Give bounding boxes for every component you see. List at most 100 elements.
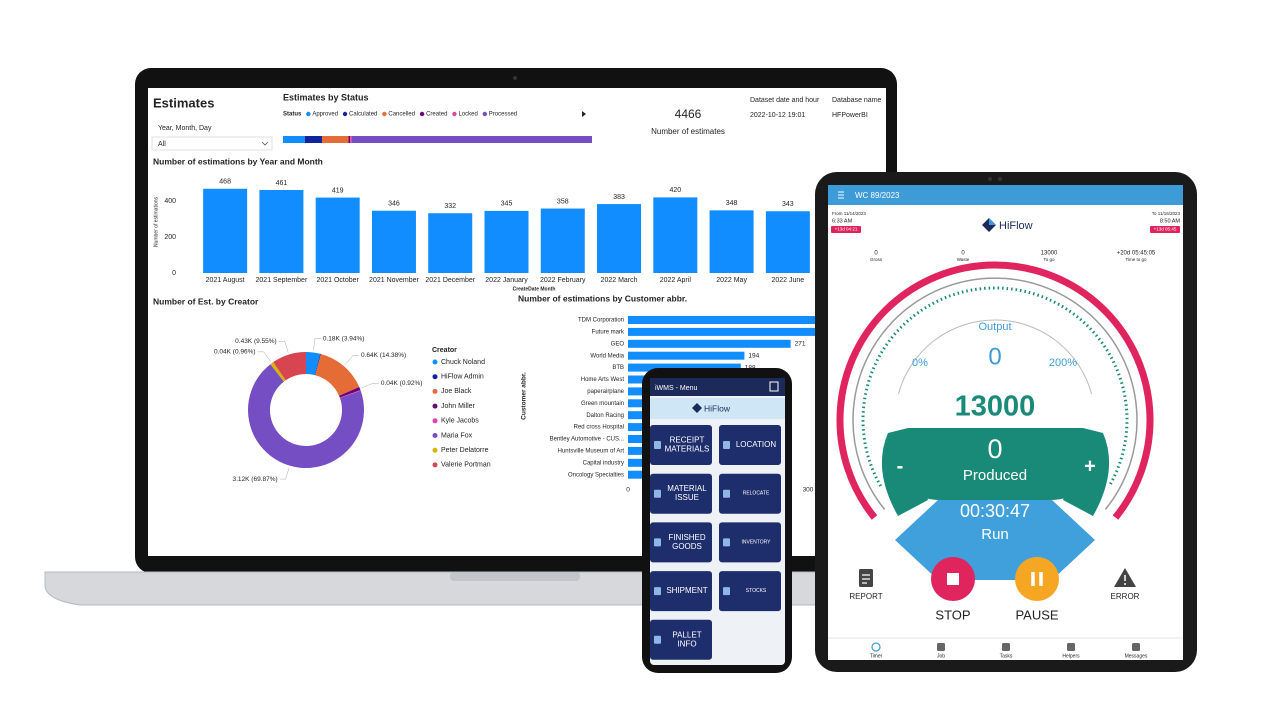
- from-label: From 11/14/2023: [832, 211, 866, 216]
- y-tick-label: 0: [172, 270, 176, 277]
- phone-title: iWMS - Menu: [655, 385, 698, 392]
- legend-title: Creator: [432, 347, 457, 354]
- kpi-value: 4466: [675, 107, 702, 121]
- menu-button[interactable]: [719, 425, 781, 465]
- legend-dot: [432, 462, 438, 468]
- y-tick-label: Home Arts West: [581, 377, 625, 383]
- action-label[interactable]: REPORT: [849, 592, 882, 601]
- report-icon[interactable]: [859, 569, 873, 587]
- nav-label[interactable]: Messages: [1125, 653, 1148, 659]
- legend-label: Created: [426, 112, 447, 118]
- dataset-header: Database name: [832, 97, 882, 104]
- leader-line: [313, 338, 321, 351]
- y-tick-label: Green mountain: [581, 401, 624, 407]
- menu-label-line: GOODS: [672, 542, 702, 551]
- menu-label-line: LOCATION: [736, 440, 777, 449]
- action-label[interactable]: PAUSE: [1015, 607, 1058, 622]
- minus-wing[interactable]: [881, 428, 928, 516]
- menu-button[interactable]: [650, 522, 712, 563]
- gauge-ticks: [861, 286, 1129, 487]
- badge: [1150, 226, 1180, 233]
- menu-button[interactable]: [650, 619, 712, 660]
- stat-value: 13000: [1041, 251, 1058, 257]
- logo-text: HiFlow: [704, 403, 731, 413]
- pause-icon: [1031, 572, 1043, 586]
- menu-button[interactable]: [650, 425, 712, 465]
- menu-button[interactable]: [719, 473, 781, 514]
- menu-label: STOCKS: [746, 588, 767, 594]
- y-tick-label: Oncology Specialties: [568, 472, 624, 478]
- nav-label[interactable]: Tasks: [1000, 653, 1013, 659]
- x-tick-label: 300: [803, 487, 814, 494]
- menu-icon[interactable]: [838, 191, 844, 199]
- bar: [628, 363, 741, 372]
- stat-label: To go: [1043, 257, 1055, 262]
- plus-wing[interactable]: [1063, 428, 1110, 516]
- stat-value: +20d 05:45:05: [1117, 251, 1156, 257]
- y-tick-label: Huntsville Museum of Art: [558, 448, 625, 454]
- nav-icon: [1002, 643, 1010, 651]
- legend-label: HiFlow Admin: [441, 374, 484, 381]
- action-label[interactable]: ERROR: [1111, 592, 1140, 601]
- menu-label: LOCATION: [736, 440, 777, 449]
- data-label: 0.04K (0.96%): [214, 349, 256, 356]
- nav-label[interactable]: Job: [937, 653, 945, 659]
- data-label: 0.18K (3.94%): [323, 335, 365, 342]
- data-label: 194: [748, 352, 759, 359]
- legend-dot: [432, 359, 438, 365]
- y-tick-label: GEO: [611, 341, 625, 347]
- stat-value: 0: [874, 251, 878, 257]
- nav-icon: [1132, 643, 1140, 651]
- menu-label-line: FINISHED: [668, 533, 706, 542]
- phone: iWMS - Menu HiFlow RECEIPT MATERIALS LOCAT…: [642, 368, 792, 673]
- data-label: 3.12K (69.87%): [233, 476, 278, 483]
- data-label: 420: [669, 187, 681, 194]
- bar: [597, 204, 642, 273]
- menu-button[interactable]: [650, 571, 712, 612]
- nav-label[interactable]: Timer: [870, 653, 883, 659]
- gauge-min: 0%: [912, 357, 928, 369]
- pause-button[interactable]: [1015, 557, 1059, 601]
- data-label: 468: [219, 179, 231, 186]
- x-tick-label: 2021 October: [316, 277, 359, 284]
- legend-label: Locked: [458, 112, 477, 118]
- bottom-nav: Timer Job Tasks Helpers Messages: [870, 642, 1148, 659]
- legend-arrow[interactable]: [582, 111, 586, 117]
- x-tick-label: 2022 January: [485, 277, 528, 284]
- legend-dot: [432, 374, 438, 380]
- nav-label[interactable]: Helpers: [1062, 653, 1080, 659]
- logout-icon[interactable]: [769, 381, 779, 392]
- menu-icon: [654, 538, 661, 547]
- bar: [315, 197, 360, 273]
- menu-label: PALLET INFO: [672, 630, 701, 648]
- menu: RECEIPT MATERIALS LOCATION MATERIAL ISSUE REL…: [650, 425, 781, 660]
- menu-label: RELOCATE: [743, 491, 770, 497]
- minus[interactable]: -: [897, 455, 904, 477]
- menu-icon: [654, 441, 661, 449]
- filter-dropdown[interactable]: [151, 136, 273, 151]
- camera: [513, 76, 517, 80]
- legend-dot: [482, 111, 487, 117]
- legend-dot: [432, 447, 438, 453]
- stat-label: Waste: [957, 257, 970, 262]
- y-axis-label: Number of estimations: [153, 196, 159, 247]
- donut-slice: [339, 390, 361, 399]
- y-tick-label: 200: [164, 234, 176, 241]
- leader-line: [361, 383, 379, 389]
- plus[interactable]: +: [1084, 455, 1096, 477]
- x-tick-label: 2022 June: [772, 277, 805, 284]
- bar: [484, 210, 529, 273]
- to-time: 8:50 AM: [1160, 218, 1181, 224]
- leader-line: [257, 351, 271, 362]
- menu-button[interactable]: [650, 473, 712, 514]
- y-tick-label: BTB: [612, 365, 624, 371]
- bar: [259, 190, 304, 273]
- action-label[interactable]: STOP: [935, 607, 970, 622]
- data-label: 343: [782, 201, 794, 208]
- timer: 00:30:47: [960, 501, 1030, 521]
- dataset-value: 2022-10-12 19:01: [750, 112, 805, 119]
- menu-button[interactable]: [719, 522, 781, 563]
- menu-button[interactable]: [719, 571, 781, 612]
- gauge-max: 200%: [1049, 357, 1077, 369]
